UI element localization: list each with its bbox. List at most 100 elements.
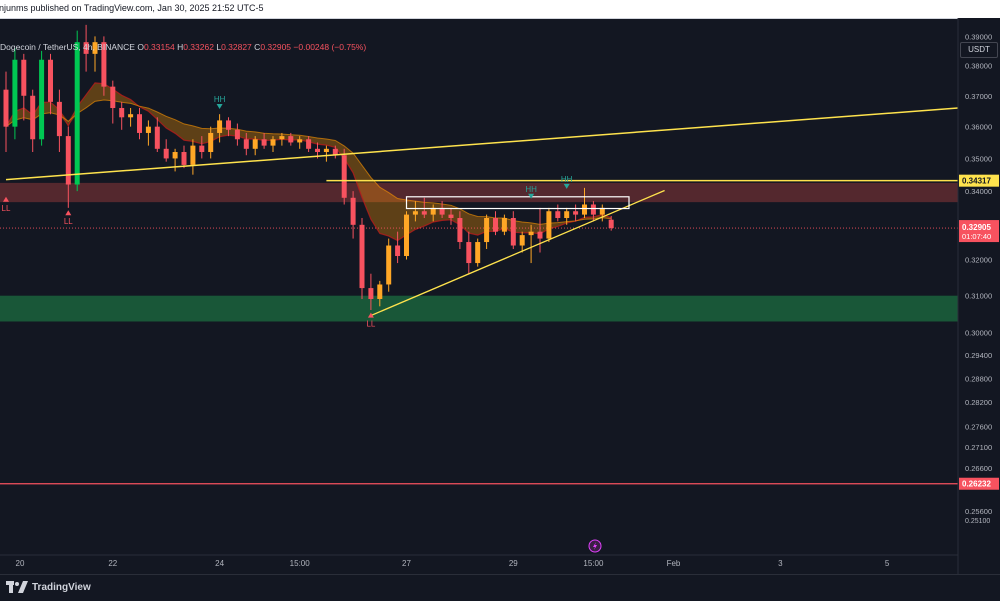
- candle-body: [546, 211, 552, 239]
- candle-body: [83, 42, 89, 54]
- publisher-text: unjunms published on TradingView.com, Ja…: [0, 3, 264, 13]
- candle: [448, 207, 454, 225]
- candle: [404, 211, 409, 260]
- candle-body: [48, 59, 53, 102]
- candle: [421, 197, 427, 219]
- candle: [377, 280, 383, 307]
- y-tick-label: 0.35000: [965, 154, 992, 163]
- candle: [590, 201, 596, 222]
- candle: [564, 207, 570, 225]
- resistance-price-tag: 0.34317: [962, 177, 991, 186]
- candle-body: [315, 148, 320, 153]
- candle: [359, 218, 365, 299]
- pivot-label: LL: [2, 204, 11, 213]
- candle-body: [386, 245, 392, 285]
- candle-body: [12, 59, 18, 127]
- candle: [430, 204, 436, 222]
- candle: [270, 136, 276, 153]
- y-tick-label: 0.29400: [965, 351, 992, 360]
- candle-body: [457, 218, 463, 243]
- x-tick-label: 5: [885, 559, 890, 568]
- y-tick-label: 0.26600: [965, 464, 992, 473]
- x-tick-label: 29: [509, 559, 518, 568]
- candle-body: [270, 139, 276, 146]
- candle: [252, 136, 258, 156]
- tradingview-logo[interactable]: TradingView: [6, 581, 91, 593]
- candle-body: [368, 288, 374, 299]
- last-price-tag-bg: [959, 220, 999, 243]
- low-value: 0.32827: [221, 42, 252, 52]
- candle-body: [154, 126, 160, 149]
- candle: [119, 101, 125, 130]
- candle-body: [493, 218, 498, 232]
- candle: [172, 148, 178, 172]
- candle-body: [252, 139, 258, 149]
- candle: [65, 126, 71, 208]
- candle: [243, 132, 249, 156]
- candle-body: [30, 95, 36, 140]
- pivot-label: LL: [366, 320, 375, 329]
- price-chart[interactable]: LL LL HH LL HH HH 0.39000 0.38000 0.37000 0.3600…: [0, 18, 1000, 574]
- y-tick-label: 0.31000: [965, 291, 992, 300]
- long-trendline: [5, 107, 959, 181]
- close-value: 0.32905: [260, 42, 292, 52]
- open-value: 0.33154: [143, 42, 175, 52]
- candle: [128, 108, 134, 127]
- candle: [199, 136, 205, 159]
- candle: [234, 123, 240, 146]
- y-tick-label: 0.30000: [965, 328, 992, 337]
- candle: [145, 120, 151, 146]
- y-tick-label: 0.36000: [965, 123, 992, 132]
- candle-body: [137, 114, 142, 133]
- candle-body: [145, 126, 151, 133]
- change-value: −0.00248 (−0.75%): [293, 42, 367, 52]
- candle: [493, 211, 498, 236]
- candle-body: [448, 214, 454, 219]
- candle: [190, 139, 196, 175]
- high-label: H: [177, 42, 184, 52]
- chart-area[interactable]: LL LL HH LL HH HH 0.39000 0.38000 0.37000 0.3600…: [0, 18, 1000, 574]
- candle: [466, 231, 472, 274]
- consolidation-box: [405, 196, 630, 210]
- candle-body: [3, 89, 9, 127]
- support-zone: [0, 295, 958, 322]
- legend: Dogecoin / TetherUS, 4h, BINANCE O0.3315…: [0, 42, 366, 52]
- candle-body: [359, 224, 365, 289]
- candle: [395, 231, 401, 264]
- candle: [306, 136, 312, 153]
- candle-body: [323, 148, 329, 153]
- candle-body: [519, 235, 525, 246]
- candle-body: [288, 136, 294, 143]
- candle-body: [439, 207, 445, 215]
- close-label: C: [254, 42, 261, 52]
- y-tick-label: 0.27100: [965, 443, 992, 452]
- candle-body: [306, 139, 312, 149]
- candle-body: [128, 114, 134, 118]
- candle-body: [350, 197, 356, 225]
- x-tick-label: 20: [16, 559, 25, 568]
- y-tick-label: 0.38000: [965, 62, 992, 71]
- candle-body: [21, 59, 27, 96]
- candle: [74, 30, 80, 192]
- pivot-down-marker: [563, 183, 570, 189]
- resistance-zone: [0, 182, 958, 203]
- candle-body: [395, 245, 401, 257]
- candle: [537, 207, 543, 253]
- candle: [154, 117, 160, 153]
- footer-bar: TradingView: [0, 574, 1000, 601]
- candle-body: [573, 211, 579, 215]
- candle: [341, 148, 347, 205]
- candle: [350, 191, 356, 239]
- footer-brand: TradingView: [32, 581, 91, 593]
- candle: [39, 50, 45, 146]
- y-tick-label: 0.28200: [965, 398, 992, 407]
- y-tick-label: 0.32000: [965, 256, 992, 265]
- symbol-label: Dogecoin / TetherUS, 4h, BINANCE: [0, 42, 135, 52]
- currency-button[interactable]: USDT: [960, 42, 998, 58]
- candle: [137, 108, 142, 140]
- y-tick-label: 0.27600: [965, 422, 992, 431]
- candle-body: [528, 231, 534, 236]
- candle-body: [564, 211, 570, 219]
- x-tick-label: 15:00: [583, 559, 604, 568]
- candle-body: [65, 136, 71, 185]
